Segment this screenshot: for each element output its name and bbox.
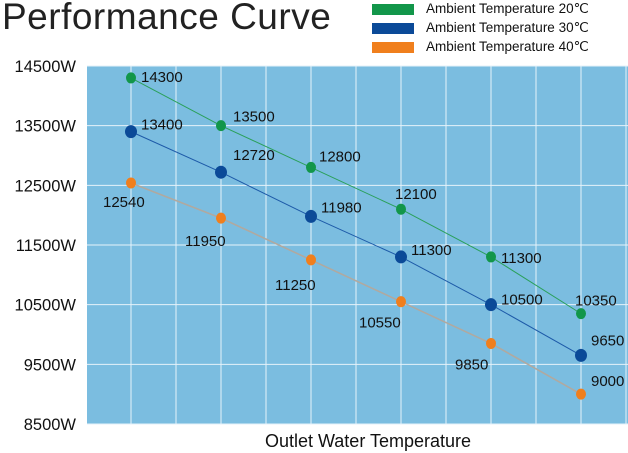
x-axis-label: Outlet Water Temperature xyxy=(265,431,471,451)
data-label: 9850 xyxy=(455,356,488,373)
data-label: 11300 xyxy=(411,242,452,259)
data-point xyxy=(486,251,496,263)
series-line xyxy=(130,131,582,356)
data-point xyxy=(306,161,316,173)
data-label: 10350 xyxy=(575,293,617,310)
y-tick-label: 14500W xyxy=(15,58,77,76)
data-point xyxy=(125,125,137,139)
legend-item-40c: Ambient Temperature 40℃ xyxy=(372,38,589,56)
legend-item-20c: Ambient Temperature 20℃ xyxy=(372,0,589,18)
y-tick-label: 12500W xyxy=(15,177,77,195)
data-point xyxy=(486,337,496,349)
series-line xyxy=(130,77,582,315)
data-point xyxy=(216,120,226,132)
data-point xyxy=(126,72,136,84)
data-label: 14300 xyxy=(141,69,183,86)
data-point xyxy=(575,348,587,362)
series-line xyxy=(130,182,582,395)
data-label: 10500 xyxy=(501,292,543,309)
data-point xyxy=(396,296,406,308)
legend-swatch xyxy=(372,3,414,15)
y-tick-label: 13500W xyxy=(15,118,77,136)
data-point xyxy=(215,165,227,179)
data-label: 12540 xyxy=(103,194,145,211)
data-point xyxy=(485,298,497,312)
y-tick-label: 11500W xyxy=(16,237,77,255)
data-label: 12720 xyxy=(233,147,275,164)
y-tick-label: 10500W xyxy=(15,297,77,315)
data-point xyxy=(395,250,407,264)
legend-label: Ambient Temperature 30℃ xyxy=(426,20,589,35)
data-point xyxy=(306,254,316,266)
legend-item-30c: Ambient Temperature 30℃ xyxy=(372,19,589,37)
y-tick-label: 8500W xyxy=(24,416,77,434)
data-label: 13500 xyxy=(233,109,275,126)
data-label: 11250 xyxy=(275,277,316,294)
chart-title: Performance Curve xyxy=(2,0,332,37)
legend-label: Ambient Temperature 40℃ xyxy=(426,39,589,54)
data-label: 13400 xyxy=(141,117,183,134)
legend-swatch xyxy=(372,41,414,53)
series-2: 12540 11950 11250 10550 9850 9000 xyxy=(103,177,624,400)
series-1: 13400 12720 11980 11300 10500 9650 xyxy=(125,117,624,362)
data-label: 12100 xyxy=(395,186,437,203)
series-0: 14300 13500 12800 12100 11300 10350 xyxy=(126,69,617,320)
data-point xyxy=(216,212,226,224)
y-tick-label: 9500W xyxy=(24,356,77,374)
legend-swatch xyxy=(372,22,414,34)
data-label: 11300 xyxy=(501,250,542,267)
data-label: 9650 xyxy=(591,332,624,349)
data-label: 11950 xyxy=(185,233,226,250)
data-point xyxy=(396,203,406,215)
data-label: 11980 xyxy=(321,199,362,216)
data-point xyxy=(305,209,317,223)
data-label: 9000 xyxy=(591,373,624,390)
data-point xyxy=(126,177,136,189)
data-point xyxy=(576,308,586,320)
legend-label: Ambient Temperature 20℃ xyxy=(426,1,589,16)
data-label: 12800 xyxy=(319,148,361,165)
data-label: 10550 xyxy=(359,315,401,332)
data-point xyxy=(576,388,586,400)
